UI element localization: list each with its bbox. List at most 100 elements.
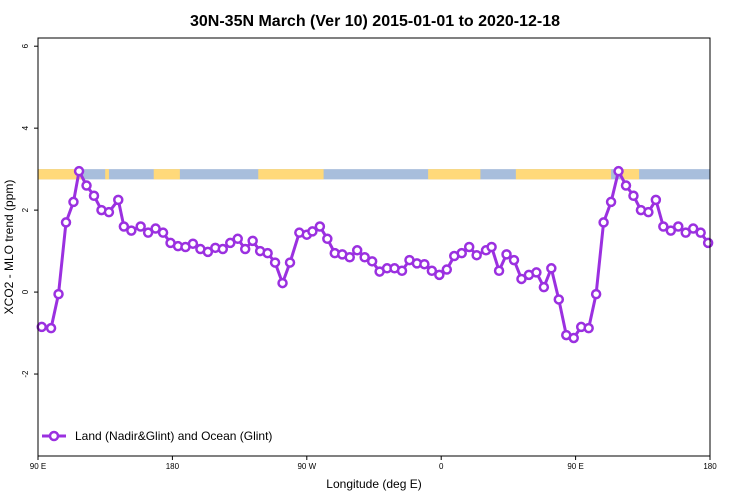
data-point — [553, 294, 565, 305]
data-point — [680, 227, 691, 238]
data-point — [486, 241, 497, 253]
data-point — [508, 254, 520, 266]
x-axis: 90 E 180 90 W 0 90 E 180 — [30, 456, 717, 471]
data-point — [471, 249, 482, 261]
data-point — [687, 223, 699, 234]
land-band-segment — [428, 169, 481, 180]
land-band-segment — [38, 169, 83, 180]
data-point — [396, 265, 408, 277]
data-point — [135, 221, 146, 232]
ocean-band — [38, 169, 710, 180]
data-point — [658, 221, 669, 232]
data-point — [434, 269, 445, 281]
data-point — [419, 258, 430, 270]
legend-point-marker — [48, 430, 60, 442]
data-point — [142, 227, 154, 238]
data-point — [456, 247, 467, 259]
data-point — [284, 257, 296, 268]
legend: Land (Nadir&Glint) and Ocean (Glint) — [42, 429, 272, 443]
data-point — [463, 241, 475, 253]
data-point — [322, 233, 333, 245]
land-ocean-band — [38, 169, 710, 180]
data-point — [150, 223, 161, 234]
chart-title: 30N-35N March (Ver 10) 2015-01-01 to 202… — [190, 13, 560, 30]
data-point — [590, 288, 602, 300]
data-point — [628, 190, 639, 202]
data-point — [613, 165, 624, 177]
data-point — [225, 237, 236, 249]
y-tick-label: 0 — [21, 289, 30, 294]
y-tick-label: 6 — [21, 43, 30, 48]
land-band-segment — [515, 169, 612, 180]
data-point — [247, 235, 258, 247]
plot-frame — [37, 37, 711, 457]
data-point — [45, 322, 57, 334]
data-point — [650, 194, 662, 206]
data-point — [262, 247, 273, 259]
data-point — [583, 322, 594, 334]
data-point — [695, 227, 706, 238]
x-tick-label: 180 — [166, 462, 180, 471]
data-point — [546, 263, 557, 274]
data-point — [568, 332, 579, 344]
data-point — [673, 221, 684, 232]
data-point — [187, 238, 199, 249]
data-point — [113, 194, 124, 206]
data-point — [307, 226, 318, 237]
y-axis-label: XCO2 - MLO trend (ppm) — [2, 180, 16, 315]
data-point — [351, 245, 363, 256]
data-point — [516, 273, 527, 285]
y-tick-label: -2 — [21, 370, 30, 378]
data-point — [493, 265, 505, 277]
x-tick-label: 0 — [439, 462, 444, 471]
data-point — [531, 267, 542, 278]
data-point — [60, 217, 72, 228]
x-tick-label: 90 E — [30, 462, 46, 471]
data-point — [68, 196, 79, 208]
data-point — [118, 221, 130, 232]
data-point — [643, 206, 654, 218]
x-tick-label: 180 — [703, 462, 717, 471]
land-band-segment — [105, 169, 109, 180]
data-point — [269, 257, 281, 268]
data-point — [314, 221, 326, 232]
legend-entry-label: Land (Nadir&Glint) and Ocean (Glint) — [75, 429, 272, 443]
data-point — [36, 321, 47, 333]
data-point — [202, 246, 214, 258]
data-point — [126, 225, 137, 236]
data-point — [88, 190, 100, 202]
data-point — [277, 277, 288, 289]
y-tick-label: 4 — [21, 125, 30, 130]
data-point — [598, 217, 609, 228]
data-point — [441, 264, 453, 275]
data-point — [501, 249, 512, 260]
data-point — [344, 251, 355, 263]
data-point — [665, 225, 677, 236]
y-tick-label: 2 — [21, 207, 30, 212]
data-point — [426, 265, 438, 277]
data-point — [53, 288, 64, 300]
y-axis: -2 0 2 4 6 — [21, 43, 38, 378]
data-point — [103, 206, 115, 218]
data-point — [359, 251, 370, 263]
series-layer — [36, 165, 714, 344]
data-point — [73, 165, 85, 177]
x-tick-label: 90 W — [297, 462, 316, 471]
data-point — [605, 196, 617, 208]
data-point — [239, 243, 251, 255]
data-point — [157, 227, 169, 238]
data-point — [217, 243, 229, 255]
x-axis-label: Longitude (deg E) — [326, 477, 421, 491]
data-point — [538, 281, 550, 293]
land-band-segment — [258, 169, 324, 180]
data-point — [702, 237, 714, 249]
x-tick-label: 90 E — [567, 462, 583, 471]
land-band-segment — [620, 169, 640, 180]
data-point — [366, 256, 378, 267]
data-point — [232, 233, 243, 245]
data-point — [81, 180, 92, 191]
series-line — [41, 169, 710, 340]
data-point — [620, 180, 632, 191]
land-band-segment — [153, 169, 180, 180]
